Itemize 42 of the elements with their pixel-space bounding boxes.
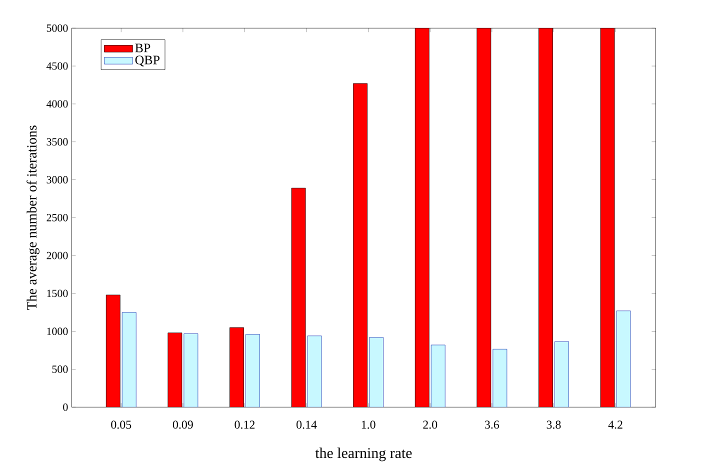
y-tick-label: 3000 xyxy=(46,176,68,184)
x-tick-label: 3.8 xyxy=(546,420,561,429)
bar xyxy=(291,188,306,408)
bar xyxy=(168,332,182,408)
x-tick-label: 0.12 xyxy=(234,420,255,429)
y-tick-label: 1500 xyxy=(47,290,68,298)
x-tick-label: 0.05 xyxy=(111,420,132,429)
bar xyxy=(122,312,136,408)
y-tick-label: 5000 xyxy=(46,24,68,32)
x-tick-label: 2.0 xyxy=(423,420,438,429)
bar xyxy=(184,333,198,408)
y-tick-label: 1000 xyxy=(47,328,68,336)
x-tick-label: 0.14 xyxy=(296,420,317,429)
bar xyxy=(430,344,446,408)
legend-label: BP xyxy=(135,44,150,52)
bar xyxy=(492,348,508,408)
bar xyxy=(414,28,430,408)
bar xyxy=(476,28,492,408)
bar xyxy=(353,83,368,408)
bar xyxy=(554,341,569,408)
bar xyxy=(230,327,244,408)
y-axis-title: The average number of iterations xyxy=(26,126,40,310)
x-tick-label: 3.6 xyxy=(485,420,500,429)
x-tick-label: 4.2 xyxy=(608,420,622,429)
x-tick-label: 1.0 xyxy=(362,420,376,429)
y-tick-label: 2000 xyxy=(46,252,68,260)
bar xyxy=(246,334,260,408)
y-tick-label: 4500 xyxy=(46,62,68,70)
x-tick-label: 0.09 xyxy=(172,420,193,429)
bar xyxy=(616,310,631,408)
bar xyxy=(106,294,120,408)
bar xyxy=(307,336,322,408)
y-tick-label: 4000 xyxy=(46,100,68,108)
y-tick-label: 3500 xyxy=(46,138,68,146)
y-tick-label: 2500 xyxy=(46,214,68,222)
y-tick-label: 500 xyxy=(52,366,68,373)
bar xyxy=(538,28,553,408)
bar xyxy=(600,28,615,408)
legend-label: QBP xyxy=(135,56,160,66)
x-axis-title: the learning rate xyxy=(315,448,412,462)
bar xyxy=(369,337,384,408)
y-tick-label: 0 xyxy=(63,403,68,411)
